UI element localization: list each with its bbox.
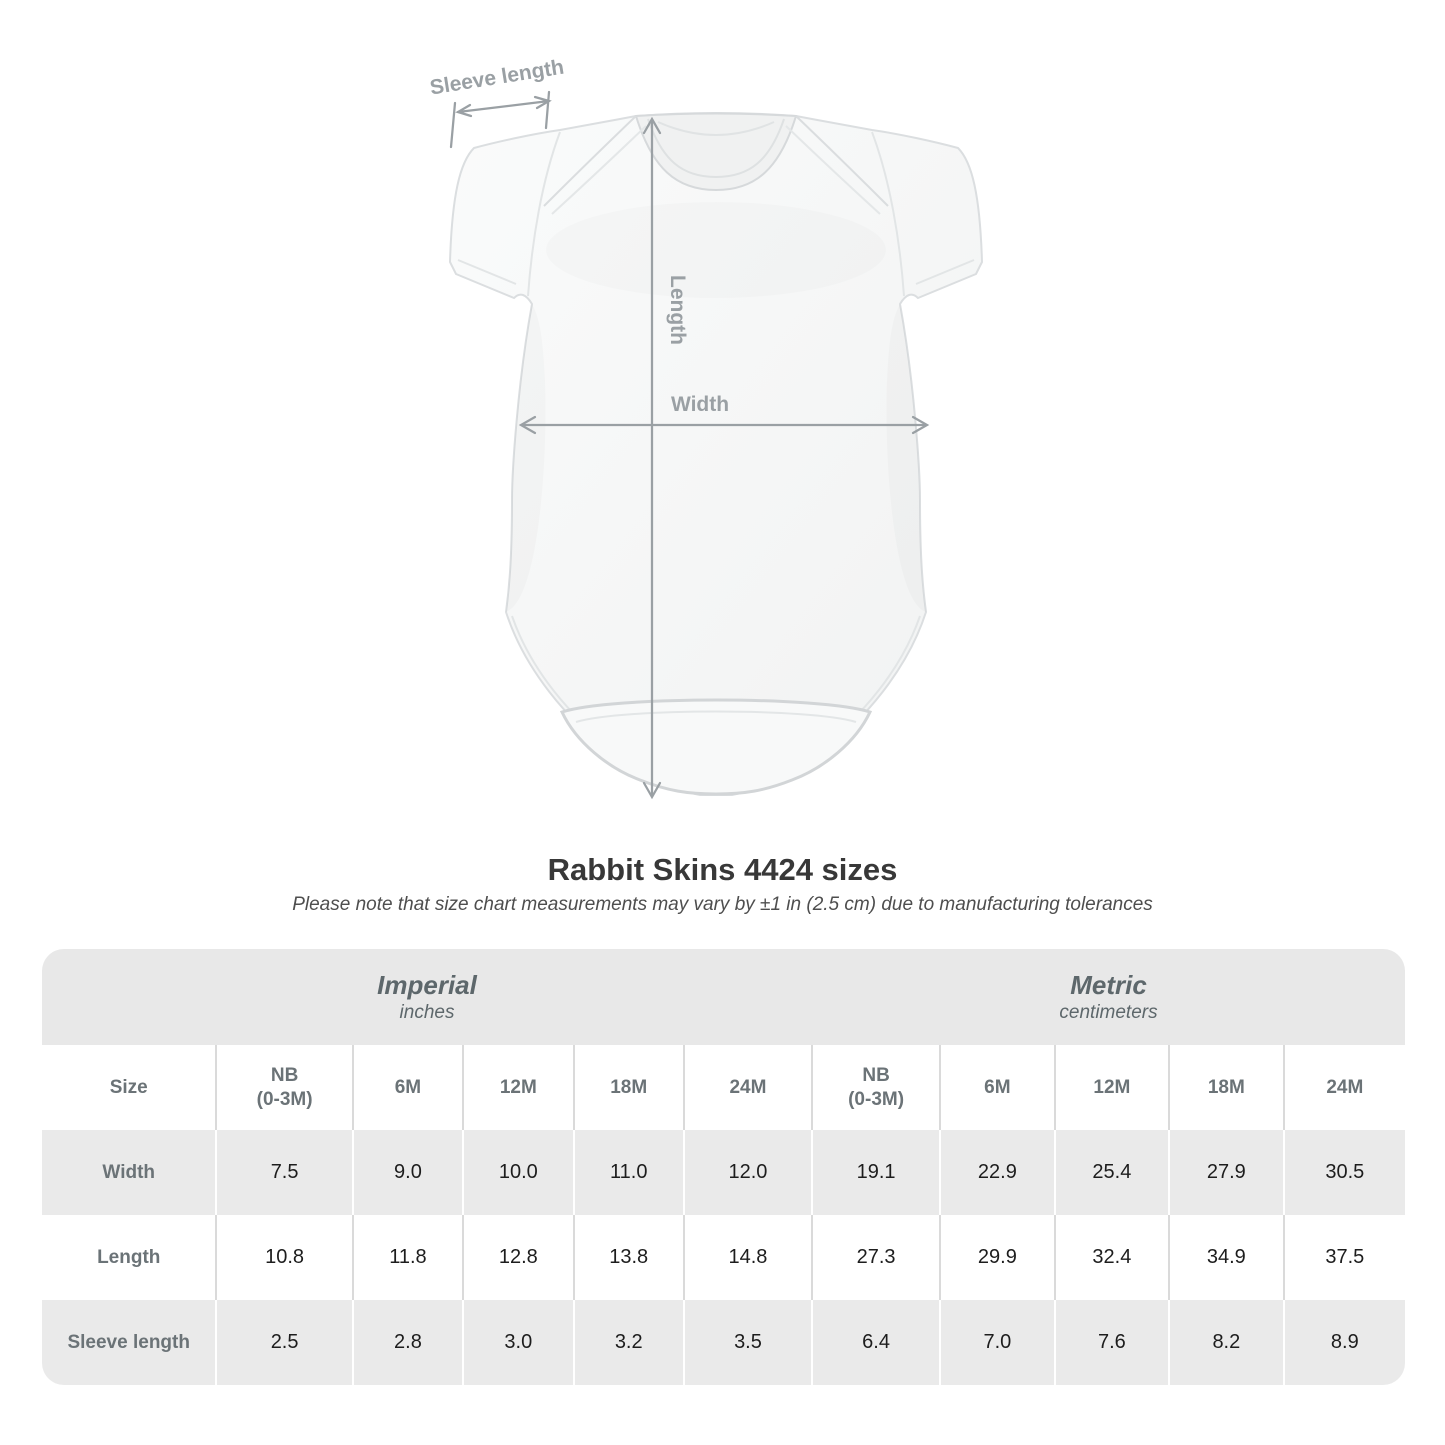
length-row: Length 10.8 11.8 12.8 13.8 14.8 27.3 29.… <box>42 1215 1405 1300</box>
size-header-row: Size NB (0-3M) 6M 12M 18M 24M NB (0-3M) … <box>42 1045 1405 1130</box>
row-label-sleeve-length: Sleeve length <box>42 1300 217 1385</box>
sleeve-18m-cm: 8.2 <box>1168 1300 1284 1385</box>
sleeve-24m-cm: 8.9 <box>1282 1300 1405 1385</box>
col-header-18m-imperial: 18M <box>572 1045 684 1130</box>
width-6m-in: 9.0 <box>351 1130 464 1215</box>
metric-label: Metric <box>1070 970 1147 1000</box>
width-12m-cm: 25.4 <box>1053 1130 1170 1215</box>
sleeve-nb-in: 2.5 <box>215 1300 353 1385</box>
sleeve-12m-in: 3.0 <box>462 1300 574 1385</box>
sleeve-length-label: Sleeve length <box>428 56 565 100</box>
size-column-label: Size <box>42 1045 217 1130</box>
size-chart-table: Imperial inches Metric centimeters Size … <box>42 949 1405 1385</box>
bodysuit-illustration <box>448 112 984 796</box>
metric-group-header: Metric centimeters <box>812 949 1405 1045</box>
sleeve-18m-in: 3.2 <box>572 1300 684 1385</box>
col-header-6m-imperial: 6M <box>351 1045 464 1130</box>
width-12m-in: 10.0 <box>462 1130 574 1215</box>
page-subtitle: Please note that size chart measurements… <box>292 894 1153 915</box>
length-nb-cm: 27.3 <box>811 1215 941 1300</box>
width-dimension-line <box>518 415 930 435</box>
length-label: Length <box>666 275 689 345</box>
width-18m-cm: 27.9 <box>1168 1130 1284 1215</box>
page-title: Rabbit Skins 4424 sizes <box>547 852 898 887</box>
col-header-12m-metric: 12M <box>1053 1045 1170 1130</box>
width-label: Width <box>671 393 729 416</box>
length-6m-cm: 29.9 <box>939 1215 1055 1300</box>
unit-group-header-row: Imperial inches Metric centimeters <box>42 949 1405 1045</box>
width-24m-in: 12.0 <box>682 1130 813 1215</box>
sleeve-nb-cm: 6.4 <box>811 1300 941 1385</box>
length-18m-in: 13.8 <box>572 1215 684 1300</box>
sleeve-24m-in: 3.5 <box>682 1300 813 1385</box>
width-nb-in: 7.5 <box>215 1130 353 1215</box>
length-24m-cm: 37.5 <box>1282 1215 1405 1300</box>
imperial-label: Imperial <box>377 970 477 1000</box>
width-nb-cm: 19.1 <box>811 1130 941 1215</box>
title-block: Rabbit Skins 4424 sizes Please note that… <box>0 851 1445 919</box>
length-24m-in: 14.8 <box>682 1215 813 1300</box>
row-label-width: Width <box>42 1130 217 1215</box>
col-header-6m-metric: 6M <box>939 1045 1055 1130</box>
length-6m-in: 11.8 <box>351 1215 464 1300</box>
sleeve-12m-cm: 7.6 <box>1053 1300 1170 1385</box>
sleeve-6m-cm: 7.0 <box>939 1300 1055 1385</box>
col-header-nb-metric: NB (0-3M) <box>811 1045 941 1130</box>
width-row: Width 7.5 9.0 10.0 11.0 12.0 19.1 22.9 2… <box>42 1130 1405 1215</box>
metric-units: centimeters <box>1059 1002 1158 1023</box>
col-header-24m-metric: 24M <box>1282 1045 1405 1130</box>
imperial-units: inches <box>399 1002 455 1023</box>
col-header-18m-metric: 18M <box>1168 1045 1284 1130</box>
length-nb-in: 10.8 <box>215 1215 353 1300</box>
sleeve-6m-in: 2.8 <box>351 1300 464 1385</box>
width-18m-in: 11.0 <box>572 1130 684 1215</box>
bodysuit-measurement-diagram: Sleeve length Length Width <box>428 56 984 800</box>
col-header-12m-imperial: 12M <box>462 1045 574 1130</box>
width-6m-cm: 22.9 <box>939 1130 1055 1215</box>
bodysuit-diagram-svg: Sleeve length Length Width <box>428 56 984 800</box>
col-header-24m-imperial: 24M <box>682 1045 813 1130</box>
row-label-length: Length <box>42 1215 217 1300</box>
col-header-nb-imperial: NB (0-3M) <box>215 1045 353 1130</box>
measurement-annotations <box>449 90 930 800</box>
sleeve-length-dimension-line <box>449 90 552 149</box>
imperial-group-header: Imperial inches <box>42 949 813 1045</box>
width-24m-cm: 30.5 <box>1282 1130 1405 1215</box>
sleeve-length-row: Sleeve length 2.5 2.8 3.0 3.2 3.5 6.4 7.… <box>42 1300 1405 1385</box>
length-dimension-line <box>642 116 662 800</box>
length-18m-cm: 34.9 <box>1168 1215 1284 1300</box>
length-12m-in: 12.8 <box>462 1215 574 1300</box>
length-12m-cm: 32.4 <box>1053 1215 1170 1300</box>
